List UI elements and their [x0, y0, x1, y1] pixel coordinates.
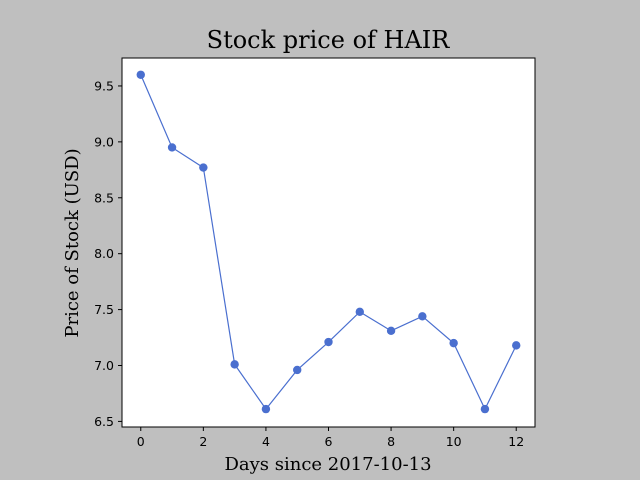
x-tick-label: 6: [325, 434, 333, 449]
y-tick-label: 8.0: [94, 246, 114, 261]
y-tick-label: 7.5: [94, 302, 114, 317]
data-point: [167, 143, 177, 152]
data-point: [230, 360, 239, 369]
data-point: [199, 163, 208, 172]
data-point: [386, 326, 396, 336]
x-axis-ticks: 0 2 4 6 8 10 12: [137, 427, 524, 449]
x-tick-label: 2: [199, 434, 207, 449]
y-tick-label: 9.0: [94, 134, 114, 149]
data-point: [418, 312, 427, 321]
y-axis-ticks: 6.5 7.0 7.5 8.0 8.5 9.0 9.5: [94, 78, 122, 429]
y-tick-label: 7.0: [94, 358, 114, 373]
plot-area: [121, 57, 536, 428]
data-point: [136, 70, 145, 79]
chart-title: Stock price of HAIR: [207, 26, 451, 54]
data-point: [512, 341, 521, 350]
data-point: [449, 338, 458, 348]
data-point: [293, 365, 302, 375]
x-tick-label: 0: [137, 434, 145, 449]
x-tick-label: 4: [262, 434, 270, 449]
data-point: [355, 307, 364, 317]
data-point: [480, 404, 490, 414]
x-axis-label: Days since 2017-10-13: [224, 454, 431, 475]
x-tick-label: 8: [387, 434, 395, 449]
y-tick-label: 6.5: [94, 414, 114, 429]
series-layer: [136, 70, 521, 414]
x-tick-label: 12: [508, 434, 524, 449]
x-tick-label: 10: [446, 434, 462, 449]
y-tick-label: 8.5: [94, 190, 114, 205]
y-tick-label: 9.5: [94, 78, 114, 93]
data-point: [261, 404, 271, 414]
data-point: [324, 337, 333, 347]
y-axis-label: Price of Stock (USD): [62, 148, 83, 337]
